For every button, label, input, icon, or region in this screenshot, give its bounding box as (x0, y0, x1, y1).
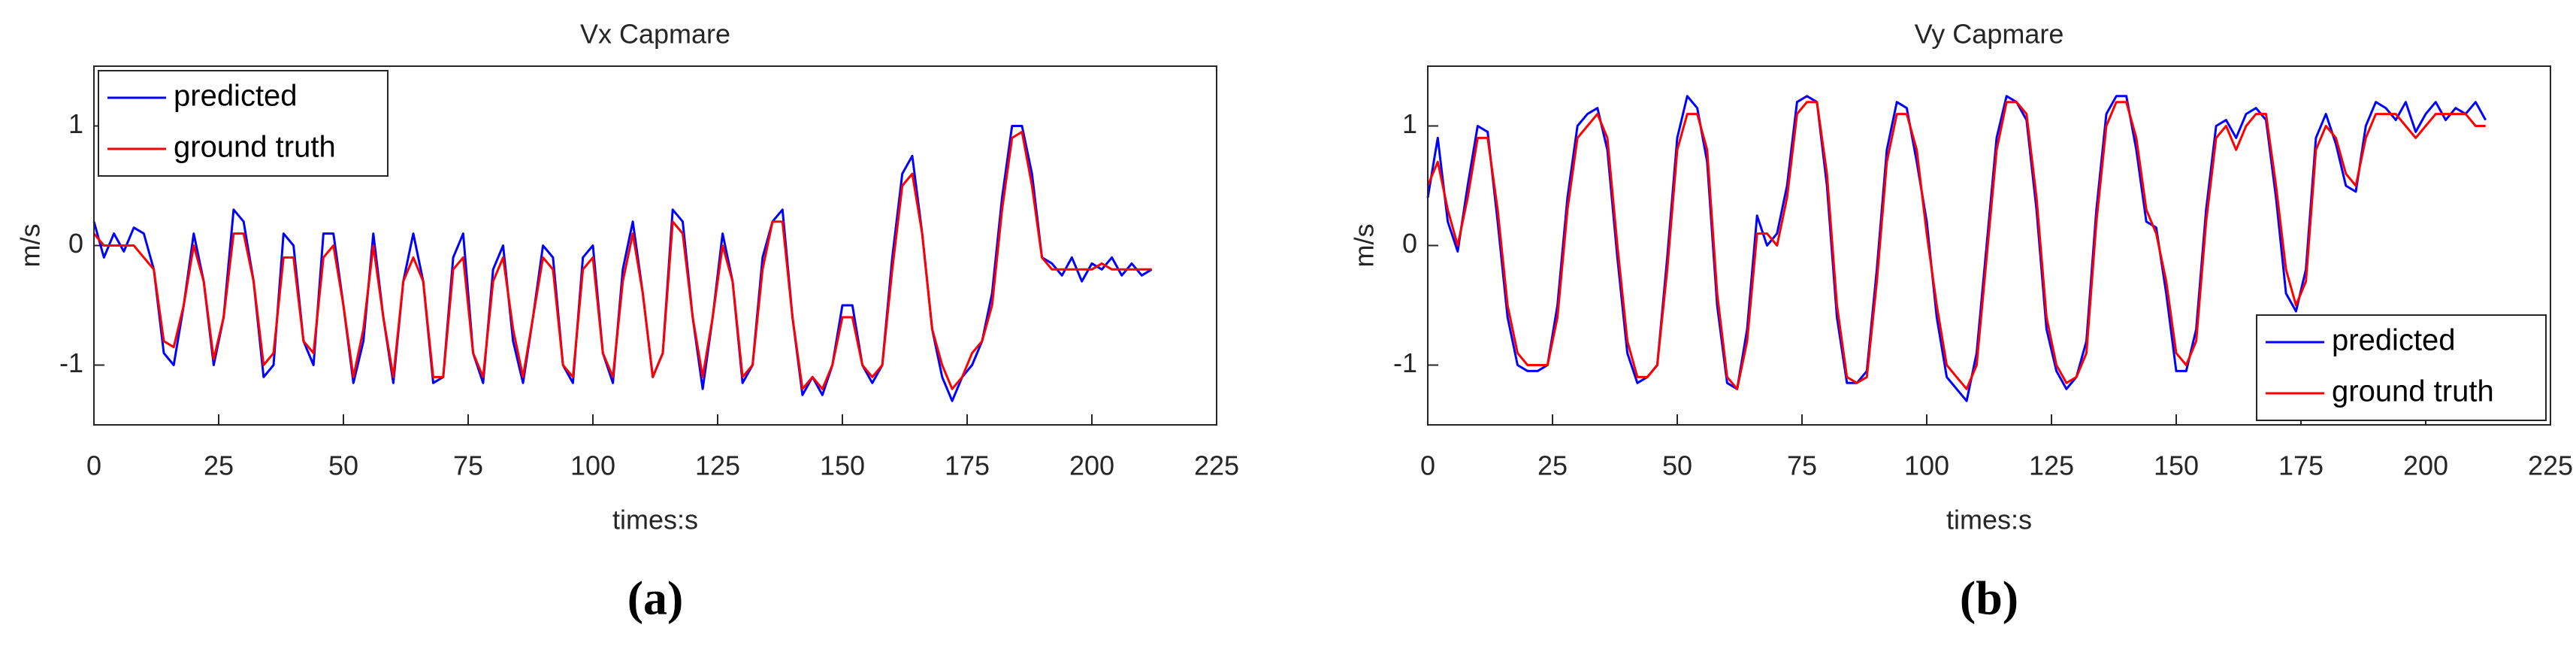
y-tick-label: 1 (68, 108, 83, 139)
legend-box (2256, 314, 2547, 421)
chart-title: Vx Capmare (580, 19, 730, 50)
y-tick-label: 0 (68, 228, 83, 259)
axes-box (93, 65, 1217, 426)
y-axis-label: m/s (1349, 224, 1380, 268)
x-tick-label: 0 (86, 450, 101, 481)
legend-label: ground truth (174, 131, 336, 164)
caption: (a) (627, 571, 684, 625)
x-axis-label: times:s (1946, 505, 2032, 535)
y-axis-label: m/s (15, 224, 46, 268)
x-tick-label: 225 (1194, 450, 1239, 481)
axes-box (1427, 65, 2551, 426)
data-line (92, 125, 1153, 402)
legend-label: predicted (2332, 324, 2456, 357)
x-tick-label: 50 (1662, 450, 1692, 481)
y-tick-label: 1 (1402, 108, 1417, 139)
x-tick-label: 25 (204, 450, 234, 481)
legend: predicted ground truth (98, 70, 389, 177)
x-tick-label: 125 (2029, 450, 2074, 481)
caption: (b) (1960, 571, 2018, 625)
x-tick-label: 75 (1787, 450, 1817, 481)
x-tick-label: 150 (2154, 450, 2199, 481)
x-axis-label: times:s (612, 505, 698, 535)
x-tick-label: 100 (570, 450, 615, 481)
x-tick-label: 0 (1420, 450, 1435, 481)
x-tick-label: 225 (2528, 450, 2573, 481)
y-tick-label: -1 (59, 347, 83, 378)
legend: predicted ground truth (2256, 314, 2547, 421)
y-tick-label: -1 (1393, 347, 1417, 378)
data-line (92, 130, 1152, 390)
x-tick-label: 25 (1537, 450, 1568, 481)
x-tick-label: 100 (1904, 450, 1949, 481)
legend-label: predicted (174, 80, 298, 113)
x-tick-label: 50 (328, 450, 358, 481)
legend-label: ground truth (2332, 375, 2494, 408)
y-tick-label: 0 (1402, 228, 1417, 259)
chart-title: Vy Capmare (1915, 19, 2064, 50)
x-tick-label: 150 (820, 450, 865, 481)
x-tick-label: 175 (2278, 450, 2324, 481)
x-tick-label: 200 (1069, 450, 1114, 481)
axes: Vy Capmare times:s m/s (b) 0 25 50 75 100 125 150 1… (1349, 19, 2574, 625)
x-tick-label: 75 (453, 450, 483, 481)
data-line (1426, 101, 2486, 390)
x-tick-label: 175 (945, 450, 990, 481)
axes: Vx Capmare times:s m/s (a) 0 25 50 75 100 125 150 1… (15, 19, 1240, 625)
x-tick-label: 200 (2403, 450, 2448, 481)
x-tick-label: 125 (695, 450, 740, 481)
legend-box (98, 70, 389, 177)
